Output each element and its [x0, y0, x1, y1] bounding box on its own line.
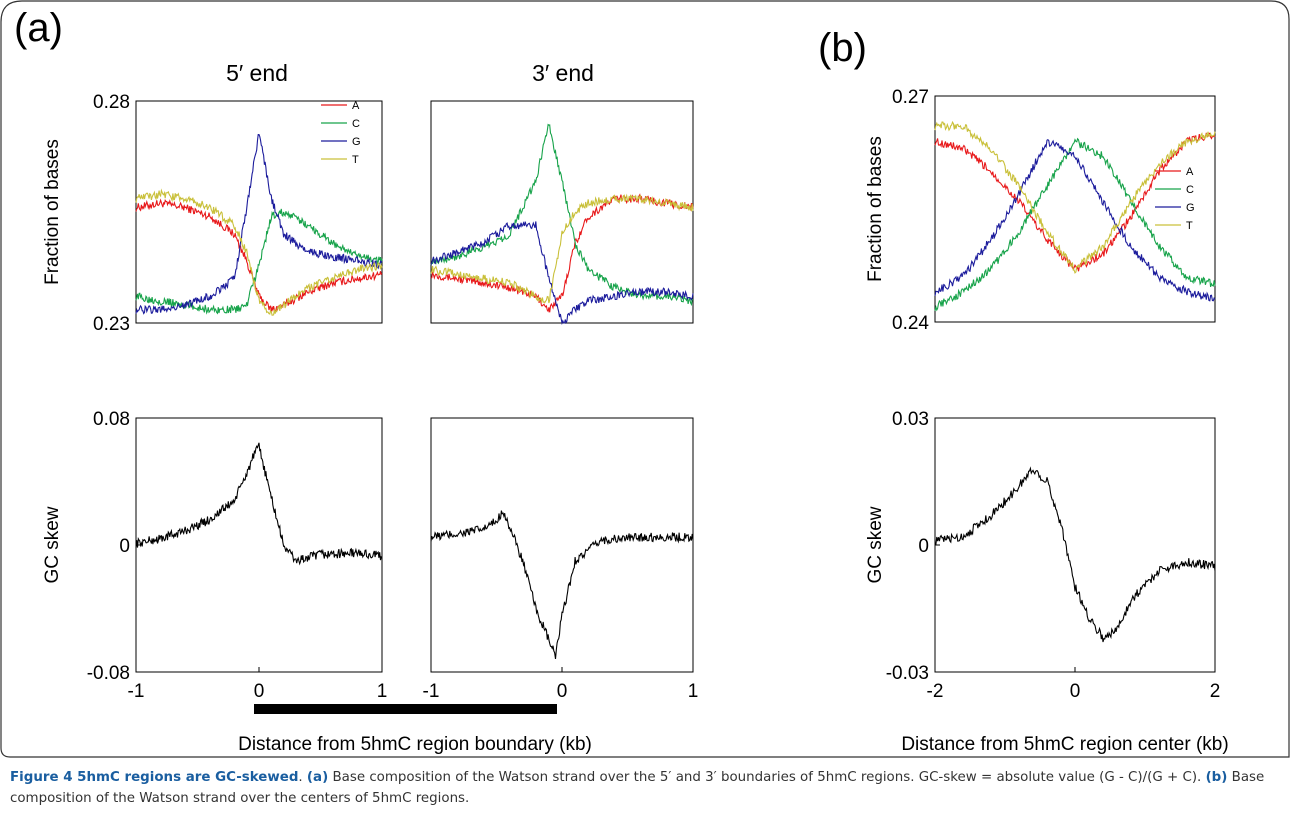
plot-frame	[135, 417, 383, 673]
y-tick-label: 0.03	[892, 409, 929, 430]
x-tick-label: -1	[128, 681, 145, 702]
x-tick-label: -1	[423, 681, 440, 702]
x-tick-label: 0	[254, 681, 265, 702]
title-5-end: 5′ end	[226, 60, 288, 86]
caption-text-a: Base composition of the Watson strand ov…	[328, 770, 1206, 785]
chart-3: -1 0 1	[423, 417, 699, 702]
legend-label-C: C	[352, 118, 360, 130]
series-line-G	[430, 221, 694, 326]
y-tick-label: 0	[918, 536, 929, 557]
y-axis-label: Fraction of bases	[42, 139, 63, 285]
chart-2: 0.08 0 -0.08-1 0 1 GC skew	[42, 409, 387, 702]
plot-frame	[934, 95, 1216, 323]
caption-tag-a: (a)	[306, 770, 329, 785]
y-axis-label: GC skew	[42, 506, 63, 583]
legend-label-T: T	[1186, 220, 1193, 232]
panel-label-a: (a)	[14, 6, 63, 50]
series-line-C	[135, 208, 383, 315]
y-axis-label: Fraction of bases	[865, 136, 886, 282]
series-line-C	[430, 123, 694, 307]
region-bar	[254, 704, 557, 714]
series-line-T	[430, 193, 694, 304]
plot-frame	[430, 417, 694, 673]
series-line-A	[934, 132, 1216, 272]
plot-frame	[135, 100, 383, 324]
x-tick-label: 0	[1070, 681, 1081, 702]
plot-frame	[934, 417, 1216, 673]
figure-caption: Figure 4 5hmC regions are GC-skewed. (a)…	[10, 767, 1280, 809]
y-tick-label: -0.03	[886, 663, 929, 684]
legend-label-T: T	[352, 154, 359, 166]
caption-tag-b: (b)	[1205, 770, 1228, 785]
y-tick-label: 0.24	[892, 313, 929, 334]
panel-label-b: (b)	[818, 26, 867, 70]
legend-label-A: A	[352, 100, 360, 112]
figure-border	[0, 0, 1290, 758]
series-line-skew	[430, 510, 694, 659]
y-axis-label: GC skew	[865, 506, 886, 583]
series-line-G	[934, 139, 1216, 302]
series-line-skew	[135, 442, 383, 566]
title-3-end: 3′ end	[532, 60, 594, 86]
xlabel-b: Distance from 5hmC region center (kb)	[901, 734, 1229, 755]
x-tick-label: 1	[377, 681, 388, 702]
legend-label-A: A	[1186, 166, 1194, 178]
legend-label-G: G	[1186, 202, 1195, 214]
y-tick-label: 0.08	[93, 409, 130, 430]
caption-text-b: Base composition of the Watson strand ov…	[10, 770, 1265, 806]
series-line-C	[934, 137, 1216, 312]
series-line-A	[135, 198, 383, 313]
series-line-T	[934, 120, 1216, 274]
y-tick-label: -0.08	[87, 663, 130, 684]
x-tick-label: 2	[1210, 681, 1221, 702]
y-tick-label: 0.28	[93, 92, 130, 113]
y-tick-label: 0.27	[892, 87, 929, 108]
y-tick-label: 0.23	[93, 314, 130, 335]
series-line-G	[135, 133, 383, 315]
xlabel-a: Distance from 5hmC region boundary (kb)	[238, 734, 592, 755]
legend-label-G: G	[352, 136, 361, 148]
chart-5: 0.03 0 -0.03-2 0 2 GC skew	[865, 409, 1220, 702]
series-line-skew	[934, 466, 1216, 643]
x-tick-label: 1	[688, 681, 699, 702]
plot-frame	[430, 100, 694, 324]
legend-label-C: C	[1186, 184, 1194, 196]
x-tick-label: -2	[927, 681, 944, 702]
x-tick-label: 0	[557, 681, 568, 702]
chart-1	[430, 100, 694, 326]
series-line-T	[135, 188, 383, 316]
caption-sep: .	[298, 770, 307, 785]
y-tick-label: 0	[119, 536, 130, 557]
caption-title: Figure 4 5hmC regions are GC-skewed	[10, 770, 299, 785]
